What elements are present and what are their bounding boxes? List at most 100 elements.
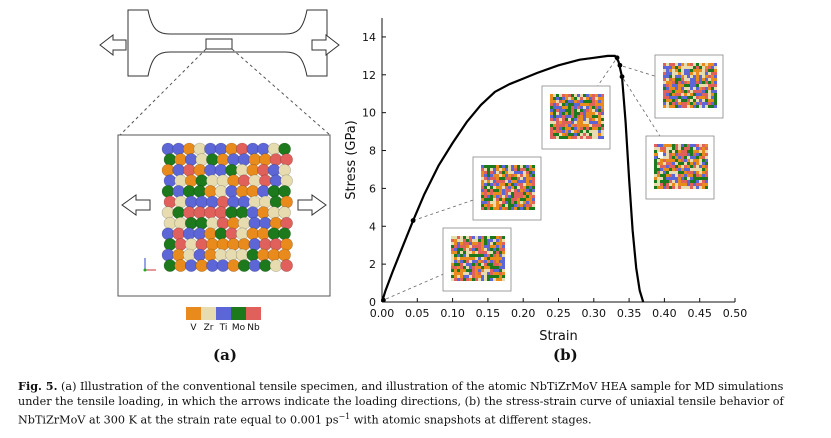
snapshot-pixel (499, 171, 502, 174)
snapshot-pixel (493, 236, 496, 239)
snapshot-pixel (711, 81, 714, 84)
snapshot-pixel (589, 106, 592, 109)
snapshot-pixel (598, 133, 601, 136)
chart-series (380, 54, 645, 303)
snapshot-pixel (520, 198, 523, 201)
snapshot-pixel (678, 96, 681, 99)
snapshot-pixel (529, 195, 532, 198)
snapshot-pixel (690, 162, 693, 165)
snapshot-pixel (696, 177, 699, 180)
snapshot-pixel (714, 72, 717, 75)
snapshot-pixel (687, 171, 690, 174)
snapshot-pixel (505, 168, 508, 171)
left-arrow-icon (99, 33, 127, 57)
snapshot-pixel (699, 90, 702, 93)
snapshot-pixel (666, 66, 669, 69)
snapshot-pixel (687, 102, 690, 105)
snapshot-pixel (553, 136, 556, 139)
snapshot-pixel (568, 115, 571, 118)
snapshot-pixel (499, 174, 502, 177)
snapshot-pixel (580, 97, 583, 100)
snapshot-pixel (592, 127, 595, 130)
snapshot-pixel (517, 180, 520, 183)
snapshot-pixel (693, 84, 696, 87)
snapshot-pixel (675, 69, 678, 72)
snapshot-pixel (598, 121, 601, 124)
snapshot-pixel (696, 87, 699, 90)
atomic-sample (161, 142, 293, 272)
snapshot-pixel (472, 245, 475, 248)
snapshot-pixel (678, 177, 681, 180)
snapshot-pixel (523, 189, 526, 192)
snapshot-pixel (487, 207, 490, 210)
snapshot-pixel (666, 171, 669, 174)
snapshot-pixel (702, 144, 705, 147)
snapshot-pixel (451, 248, 454, 251)
snapshot-pixel (699, 153, 702, 156)
snapshot-pixel (562, 121, 565, 124)
y-tick-label: 6 (369, 182, 376, 195)
snapshot-pixel (714, 99, 717, 102)
snapshot-pixel (660, 165, 663, 168)
snapshot-pixel (657, 171, 660, 174)
snapshot-pixel (696, 75, 699, 78)
snapshot-pixel (657, 159, 660, 162)
snapshot-pixel (517, 195, 520, 198)
snapshot-pixel (514, 192, 517, 195)
snapshot-pixel (487, 242, 490, 245)
snapshot-pixel (705, 144, 708, 147)
snapshot-pixel (496, 195, 499, 198)
snapshot-pixel (565, 136, 568, 139)
snapshot-pixel (663, 156, 666, 159)
x-tick-label: 0.05 (405, 307, 430, 320)
snapshot-pixel (520, 177, 523, 180)
snapshot-pixel (463, 242, 466, 245)
snapshot-pixel (592, 121, 595, 124)
snapshot-pixel (529, 201, 532, 204)
snapshot-pixel (490, 239, 493, 242)
snapshot-pixel (696, 72, 699, 75)
snapshot-pixel (490, 189, 493, 192)
snapshot-pixel (595, 115, 598, 118)
snapshot-pixel (696, 63, 699, 66)
snapshot-pixel (511, 186, 514, 189)
snapshot-pixel (699, 183, 702, 186)
snapshot-pixel (663, 147, 666, 150)
snapshot-pixel (484, 201, 487, 204)
snapshot-pixel (663, 153, 666, 156)
snapshot-pixel (654, 183, 657, 186)
snapshot-pixel (517, 171, 520, 174)
snapshot-pixel (466, 272, 469, 275)
snapshot-pixel (571, 109, 574, 112)
x-tick-label: 0.20 (511, 307, 536, 320)
snapshot-pixel (601, 97, 604, 100)
snapshot-pixel (571, 115, 574, 118)
snapshot-pixel (502, 168, 505, 171)
snapshot-pixel (463, 254, 466, 257)
snapshot-pixel (601, 112, 604, 115)
snapshot-pixel (675, 144, 678, 147)
snapshot-pixel (568, 112, 571, 115)
snapshot-pixel (708, 90, 711, 93)
snapshot-pixel (481, 186, 484, 189)
snapshot-pixel (499, 272, 502, 275)
snapshot-pixel (451, 239, 454, 242)
snapshot-pixel (574, 133, 577, 136)
snapshot-pixel (487, 177, 490, 180)
snapshot-pixel (478, 269, 481, 272)
snapshot-pixel (696, 96, 699, 99)
snapshot-pixel (592, 97, 595, 100)
y-tick-label: 2 (369, 258, 376, 271)
snapshot-pixel (523, 201, 526, 204)
snapshot-pixel (669, 147, 672, 150)
snapshot-pixel (499, 239, 502, 242)
snapshot-pixel (586, 106, 589, 109)
snapshot-pixel (708, 93, 711, 96)
caption-tail: with atomic snapshots at different stage… (350, 413, 592, 427)
snapshot-pixel (687, 105, 690, 108)
snapshot-pixel (502, 236, 505, 239)
snapshot-pixel (505, 204, 508, 207)
snapshot-pixel (693, 186, 696, 189)
snapshot-pixel (502, 242, 505, 245)
snapshot-pixel (666, 105, 669, 108)
